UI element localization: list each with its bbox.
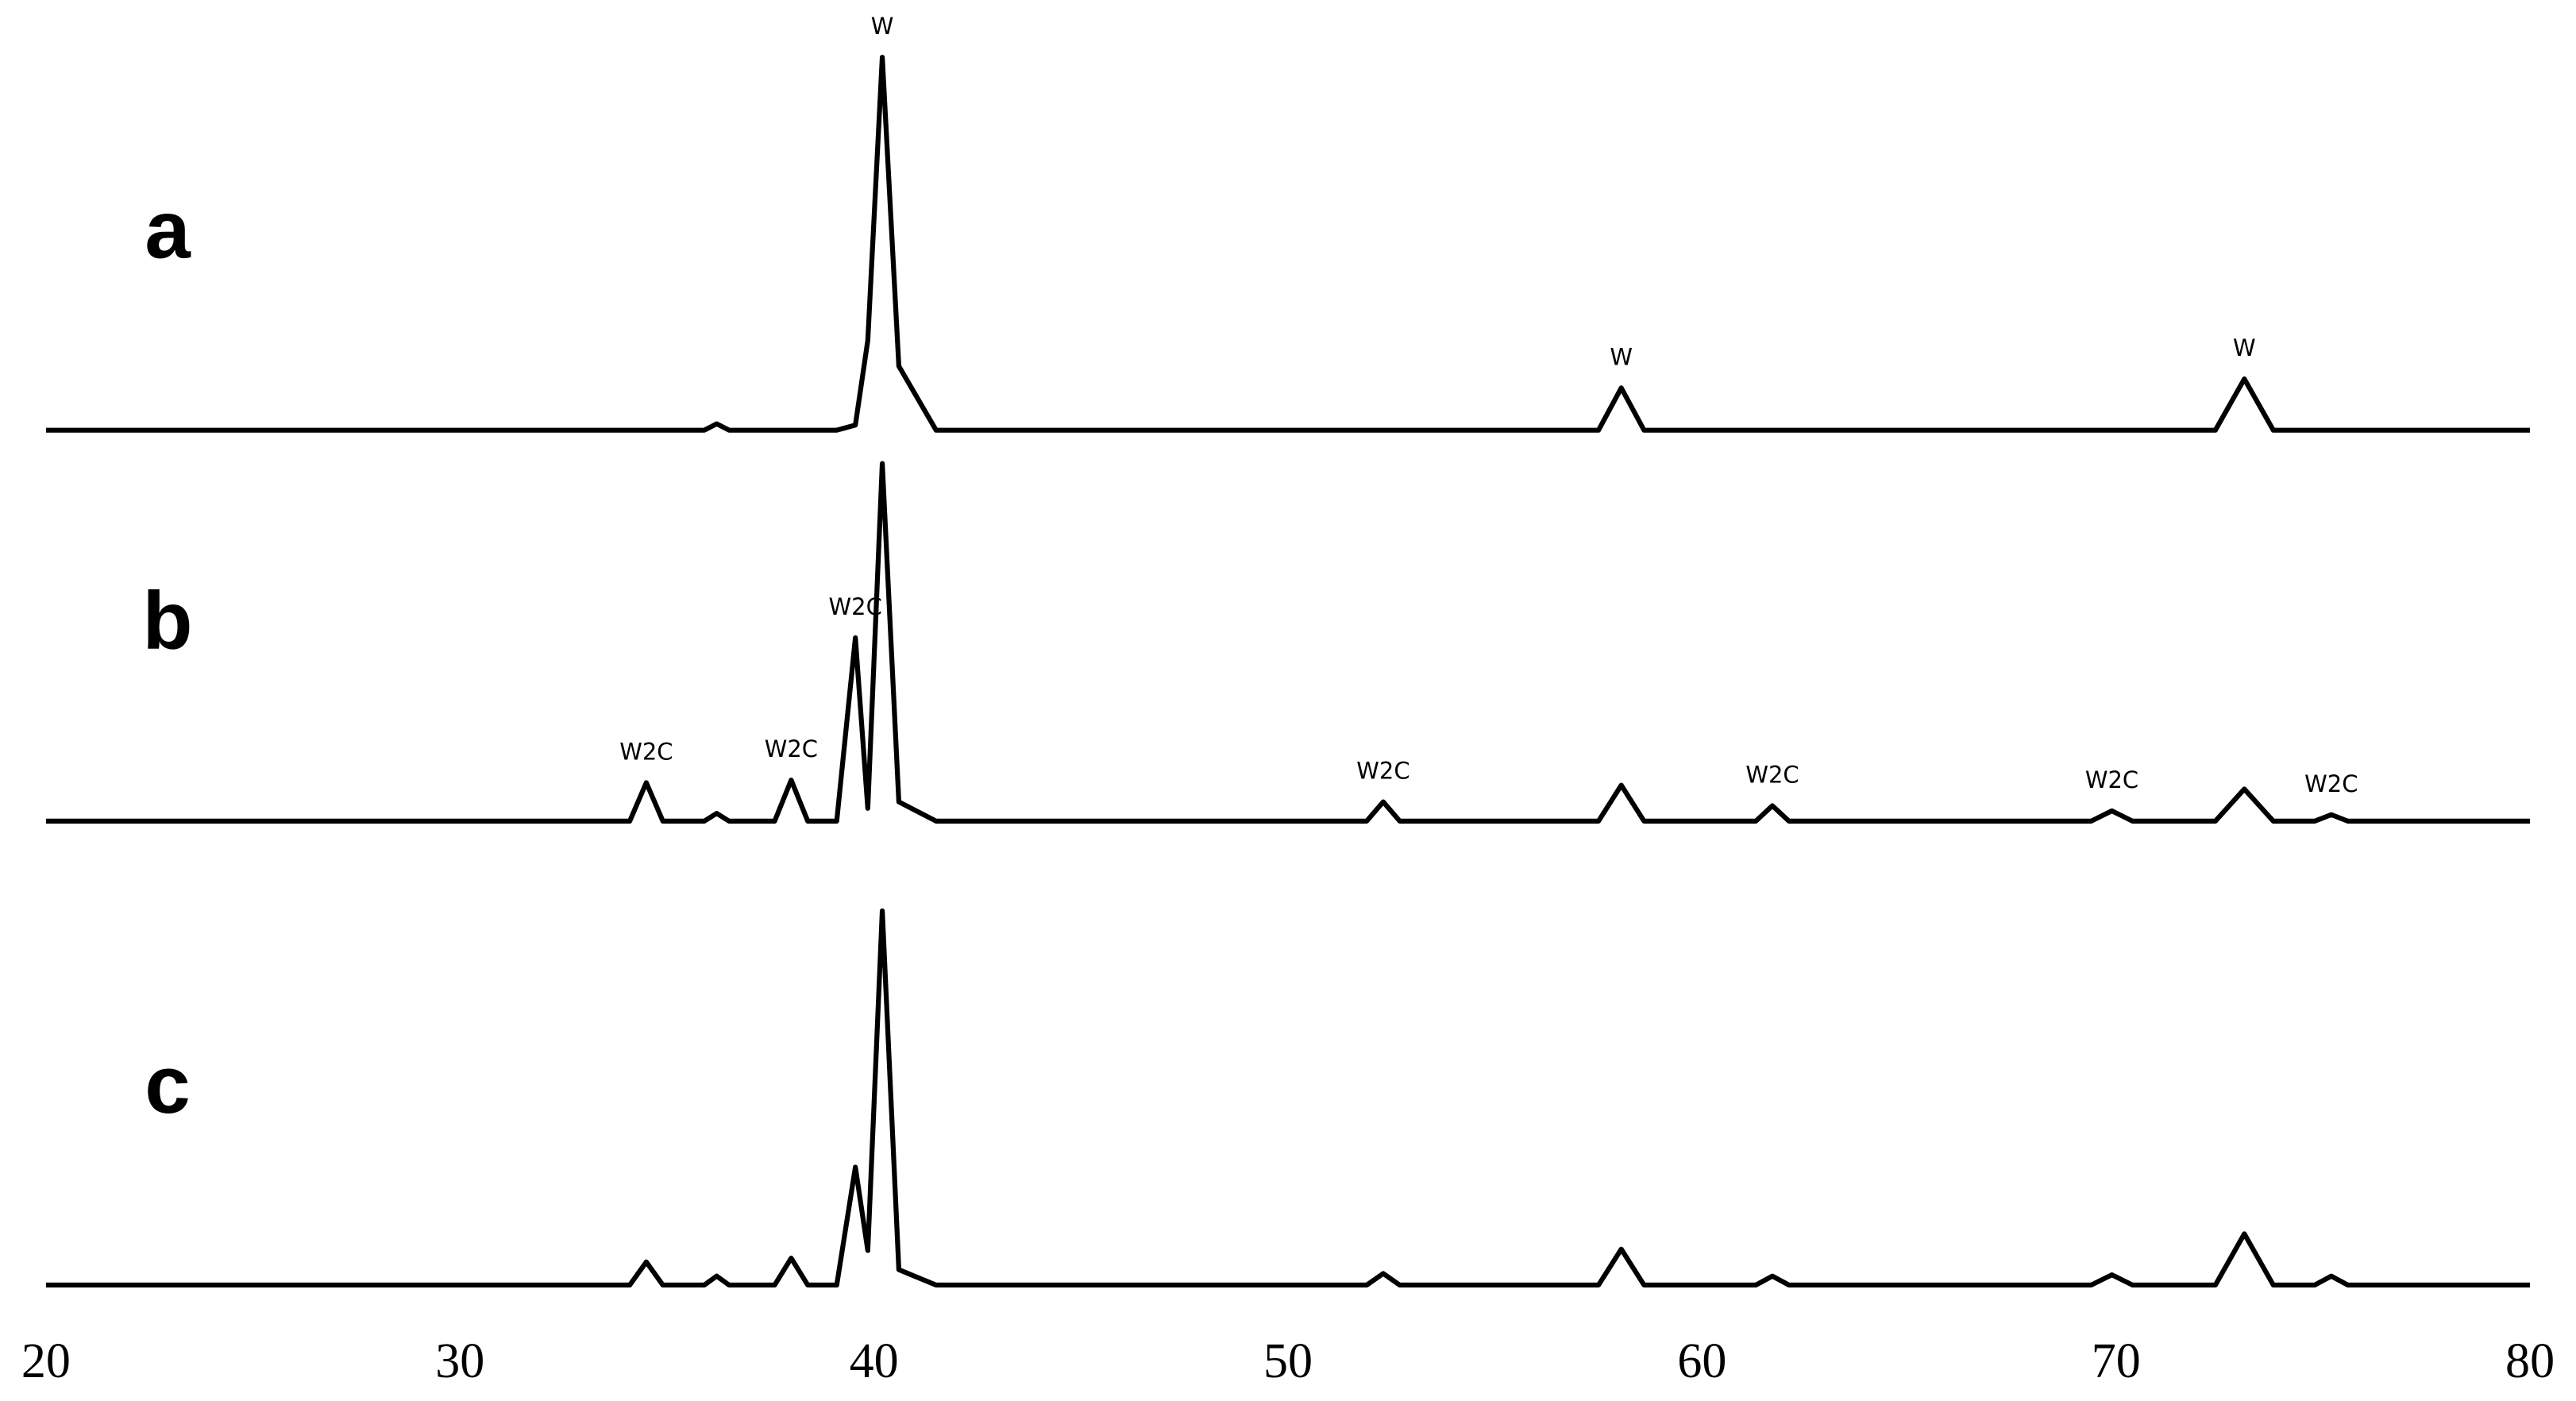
trace-label: b [142,574,192,666]
peak-label: W2C [1745,762,1799,789]
xrd-trace [45,54,2531,433]
peak-label: W2C [1356,758,1409,785]
xrd-trace [45,461,2531,824]
x-tick-label: 60 [1677,1334,1726,1388]
peak-label: W2C [765,735,818,762]
peak-label: W2C [619,738,673,765]
x-tick-label: 80 [2505,1334,2555,1388]
x-tick-label: 20 [21,1334,71,1388]
peak-label: W2C [829,593,882,620]
peak-label: W [2233,334,2256,361]
xrd-trace [45,908,2531,1288]
x-tick-label: 30 [435,1334,484,1388]
x-tick-label: 40 [850,1334,899,1388]
trace-label: a [145,183,191,275]
peak-label: W2C [2304,770,2358,797]
trace-label: c [145,1038,191,1130]
peak-label: W [1610,343,1633,370]
x-tick-label: 70 [2092,1334,2141,1388]
peak-label: W [871,13,894,40]
peak-label: W2C [2085,766,2138,793]
x-tick-label: 50 [1263,1334,1313,1388]
